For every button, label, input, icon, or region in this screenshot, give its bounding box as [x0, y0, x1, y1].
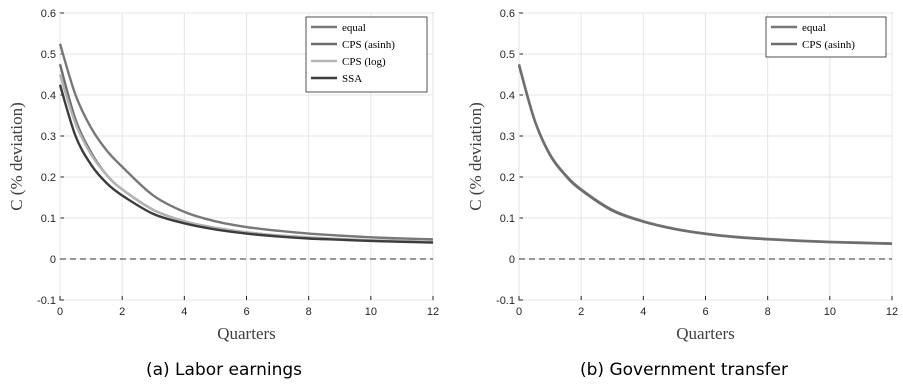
- legend: equal CPS (asinh) CPS (log) SSA: [305, 16, 428, 93]
- x-tick-label: 2: [119, 306, 125, 318]
- y-tick-label: 0.3: [500, 131, 515, 143]
- x-tick-label: 10: [824, 306, 836, 318]
- y-tick-label: 0.1: [500, 213, 515, 225]
- series-line-0: [58, 43, 434, 241]
- y-tick-label: -0.1: [496, 295, 515, 307]
- y-tick-label: 0: [50, 254, 56, 266]
- x-tick-label: 12: [427, 306, 439, 318]
- y-tick-label: 0.4: [41, 90, 56, 102]
- legend-box: [765, 16, 887, 58]
- legend-label: CPS (asinh): [342, 39, 395, 51]
- x-tick-label: 4: [181, 306, 187, 318]
- x-tick-label: 2: [578, 306, 584, 318]
- legend-label: CPS (log): [342, 56, 386, 68]
- panel-caption: (a) Labor earnings: [146, 360, 302, 380]
- tick-labels: -0.100.10.20.30.40.50.60 2 4 6 8 10 12: [496, 8, 898, 318]
- y-tick-label: 0.5: [41, 49, 56, 61]
- y-axis-label: C (% deviation): [466, 102, 485, 211]
- x-tick-label: 4: [640, 306, 646, 318]
- panel-caption: (b) Government transfer: [580, 360, 788, 380]
- x-tick-label: 8: [306, 306, 312, 318]
- x-tick-label: 0: [516, 306, 522, 318]
- legend-label: equal: [802, 22, 826, 34]
- x-tick-label: 0: [57, 306, 63, 318]
- legend-label: CPS (asinh): [802, 39, 855, 51]
- y-tick-label: 0.5: [500, 49, 515, 61]
- y-tick-label: 0.1: [41, 213, 56, 225]
- grid: [518, 12, 893, 301]
- y-tick-label: 0.3: [41, 131, 56, 143]
- series-line-3: [58, 84, 434, 244]
- y-tick-label: 0: [509, 254, 515, 266]
- x-tick-label: 12: [886, 306, 898, 318]
- legend-label: SSA: [342, 73, 362, 85]
- y-tick-label: 0.2: [41, 172, 56, 184]
- y-tick-label: 0.2: [500, 172, 515, 184]
- x-tick-label: 6: [243, 306, 249, 318]
- series-lines: [58, 43, 434, 244]
- x-tick-label: 6: [702, 306, 708, 318]
- y-axis-label: C (% deviation): [7, 102, 26, 211]
- x-axis-label: Quarters: [217, 324, 276, 343]
- tick-labels: -0.100.10.20.30.40.50.60 2 4 6 8 10 12: [37, 8, 439, 318]
- panel-labor-earnings: -0.100.10.20.30.40.50.60 2 4 6 8 10 12 Quarter…: [7, 8, 439, 380]
- legend-box: [305, 16, 428, 93]
- y-tick-label: 0.4: [500, 90, 515, 102]
- series-line-1: [517, 65, 893, 246]
- series-lines: [517, 63, 893, 246]
- x-tick-label: 10: [365, 306, 377, 318]
- legend: equal CPS (asinh): [765, 16, 887, 58]
- y-tick-label: -0.1: [37, 295, 56, 307]
- legend-label: equal: [342, 22, 366, 34]
- panel-government-transfer: -0.100.10.20.30.40.50.60 2 4 6 8 10 12 Quarter…: [466, 8, 898, 380]
- y-tick-label: 0.6: [41, 8, 56, 20]
- y-tick-label: 0.6: [500, 8, 515, 20]
- x-tick-label: 8: [765, 306, 771, 318]
- x-axis-label: Quarters: [676, 324, 735, 343]
